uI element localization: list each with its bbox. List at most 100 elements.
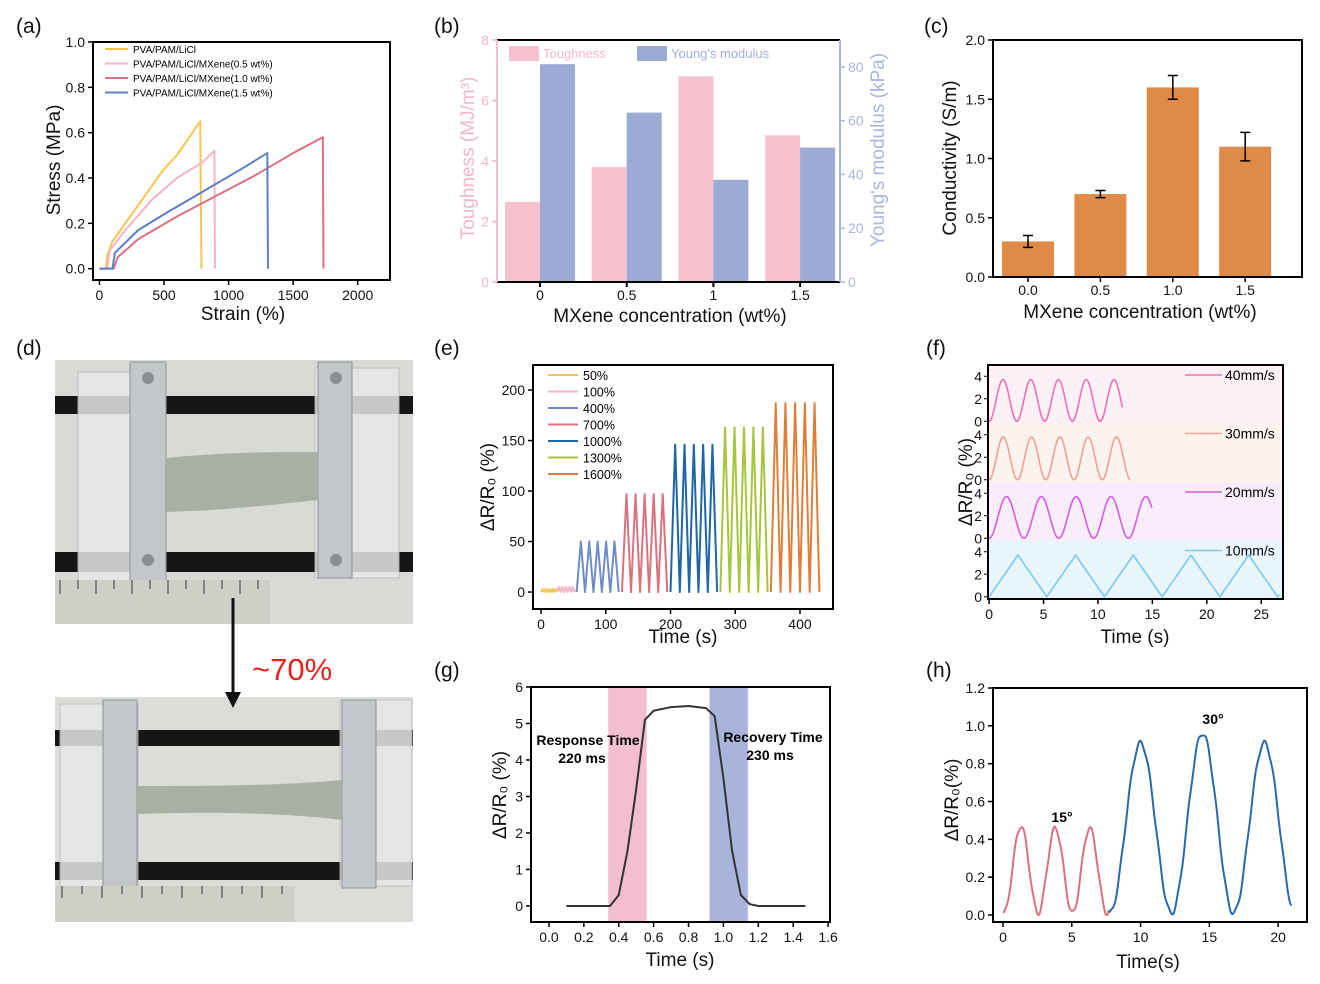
x-tick-label: 20	[1270, 929, 1286, 945]
y-tick-label: 200	[502, 382, 526, 398]
bar-youngs-modulus	[800, 147, 836, 282]
y-tick-label: 2	[974, 566, 982, 582]
x-tick-label: 0.6	[644, 929, 664, 945]
bar-conductivity	[1146, 87, 1199, 278]
y-tick-label: 0.0	[66, 261, 86, 277]
y-tick-label: 0	[517, 584, 525, 600]
plot-frame	[92, 41, 391, 281]
x-tick-label: 0	[985, 606, 993, 622]
legend-label: PVA/PAM/LiCl	[133, 45, 196, 56]
plot-frame	[992, 687, 1308, 923]
error-bar	[1240, 131, 1251, 162]
legend-label: 100%	[583, 386, 615, 400]
y-tick-label: 4	[974, 368, 982, 384]
response-time-value: 220 ms	[558, 750, 606, 766]
bar-toughness	[678, 76, 714, 282]
y-tick-label: 0	[974, 589, 982, 605]
y-axis-title: Stress (MPa)	[44, 105, 65, 216]
y-tick-label: 4	[974, 427, 982, 443]
series-line	[99, 136, 325, 270]
response-region	[608, 687, 647, 922]
panel-label-a: (a)	[16, 15, 42, 38]
y-tick-label: 0	[974, 530, 982, 546]
y-tick-label: 6	[515, 679, 523, 695]
x-tick-label: 1.6	[818, 929, 838, 945]
chart-f-speed-response: 0 2 4 40mm/s 0 2 4 30mm/s 0 2 4 20mm/s 0 2 4 10mm/s 0 5 10…	[956, 364, 1284, 648]
y-tick-label: 4	[481, 153, 489, 169]
chart-g-response-time: Response Time 220 ms Recovery Time 230 ms 0.…	[490, 679, 838, 971]
y-tick-label: 0	[974, 413, 982, 429]
y-tick-label: 40	[848, 166, 864, 182]
photo-before-stretch	[55, 360, 413, 624]
x-tick-label: 200	[659, 616, 683, 632]
legend-label: 1300%	[583, 452, 622, 466]
y-axis-title-left: Toughness (MJ/m³)	[458, 77, 479, 240]
y-tick-label: 2	[974, 508, 982, 524]
error-bar	[1167, 74, 1178, 100]
x-tick-label: 300	[724, 616, 748, 632]
bar-toughness	[591, 167, 627, 282]
x-tick-label: 1.0	[714, 929, 734, 945]
x-tick-label: 1.2	[749, 929, 769, 945]
panel-label-h: (h)	[926, 659, 952, 682]
bar-youngs-modulus	[540, 64, 575, 282]
series-line	[719, 426, 769, 594]
x-tick-label: 15	[1202, 929, 1218, 945]
y-tick-label: 80	[848, 59, 864, 75]
x-axis-title: Time (s)	[649, 627, 718, 648]
bar-conductivity	[1074, 194, 1127, 277]
y-tick-label: 8	[481, 32, 489, 48]
legend-label: 50%	[583, 369, 608, 383]
bar-youngs-modulus	[626, 112, 662, 282]
x-tick-label: 0	[536, 287, 544, 303]
x-tick-label: 0.4	[609, 929, 629, 945]
panel-label-e: (e)	[434, 337, 460, 360]
x-tick-label: 20	[1199, 606, 1215, 622]
y-tick-label: 1	[515, 861, 523, 877]
y-tick-label: 3	[515, 788, 523, 804]
legend-label: Young's modulus	[671, 46, 770, 61]
bar-conductivity	[1219, 146, 1272, 277]
series-line	[669, 443, 719, 594]
series-line	[99, 152, 269, 270]
y-tick-label: 0	[515, 898, 523, 914]
panel-label-c: (c)	[924, 15, 949, 38]
legend-swatch	[509, 46, 539, 61]
legend-label: 20mm/s	[1225, 484, 1275, 500]
strain-percentage-label: ~70%	[252, 652, 332, 687]
x-tick-label: 1.0	[1163, 282, 1183, 298]
x-tick-label: 5	[1040, 606, 1048, 622]
panel-label-b: (b)	[434, 15, 460, 38]
x-tick-label: 1.5	[790, 287, 810, 303]
y-tick-label: 0.2	[966, 869, 986, 885]
y-tick-label: 1.2	[966, 680, 986, 696]
series-line	[99, 120, 203, 270]
error-bar	[1095, 189, 1106, 199]
series-line	[988, 378, 1124, 423]
x-tick-label: 0	[537, 616, 545, 632]
legend-label: 400%	[583, 402, 615, 416]
y-tick-label: 150	[502, 433, 526, 449]
stretch-arrow	[225, 598, 241, 708]
series-line	[769, 402, 821, 594]
y-tick-label: 2	[481, 214, 489, 230]
y-tick-label: 0.8	[966, 756, 986, 772]
series-line	[988, 436, 1131, 481]
x-tick-label: 1500	[278, 287, 309, 303]
row-background	[988, 482, 1283, 541]
y-tick-label: 4	[974, 485, 982, 501]
x-tick-label: 25	[1253, 606, 1269, 622]
photo-after-stretch	[55, 697, 413, 922]
y-tick-label: 0.8	[66, 79, 86, 95]
series-line	[620, 493, 669, 594]
x-tick-label: 1.4	[783, 929, 803, 945]
response-curve	[566, 704, 806, 907]
y-axis-title: Conductivity (S/m)	[940, 80, 961, 235]
y-tick-label: 1.0	[966, 718, 986, 734]
y-axis-title-right: Young's modulus (kPa)	[868, 53, 889, 247]
x-tick-label: 5	[1068, 929, 1076, 945]
legend-label: Toughness	[543, 46, 606, 61]
y-tick-label: 2.0	[966, 32, 986, 48]
